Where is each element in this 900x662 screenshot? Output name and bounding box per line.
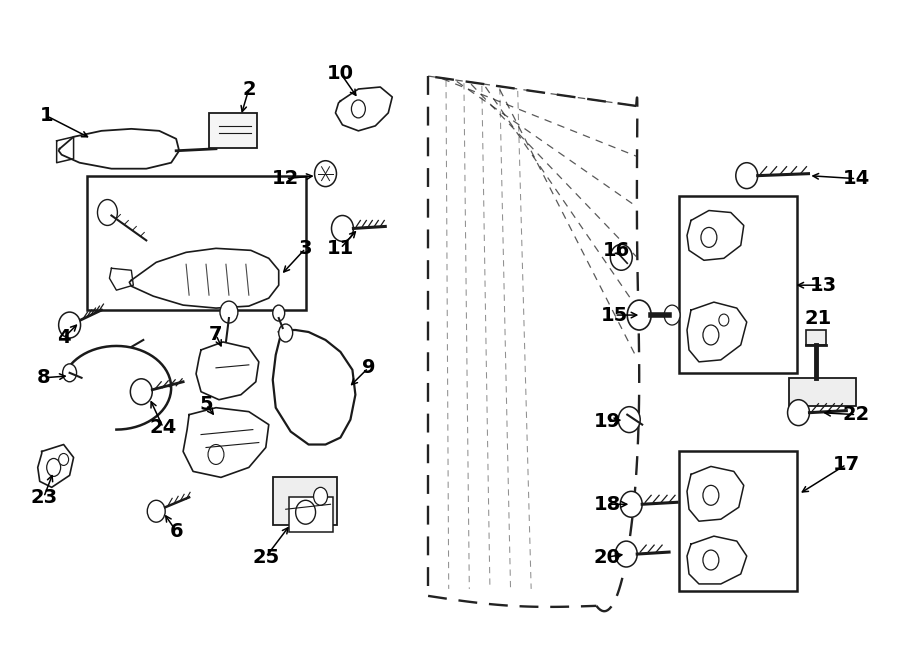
Bar xyxy=(679,195,796,373)
Ellipse shape xyxy=(97,199,117,226)
Polygon shape xyxy=(183,408,269,477)
Text: 3: 3 xyxy=(299,239,312,258)
Ellipse shape xyxy=(208,444,224,465)
Text: 7: 7 xyxy=(209,326,222,344)
Text: 5: 5 xyxy=(199,395,212,414)
Ellipse shape xyxy=(315,161,337,187)
Text: 2: 2 xyxy=(242,79,256,99)
Ellipse shape xyxy=(788,400,809,426)
Ellipse shape xyxy=(58,312,81,338)
Ellipse shape xyxy=(703,485,719,505)
Text: 22: 22 xyxy=(842,405,870,424)
Bar xyxy=(209,113,256,148)
Text: 23: 23 xyxy=(30,488,58,507)
Text: 19: 19 xyxy=(594,412,621,431)
Text: 17: 17 xyxy=(832,455,859,474)
Bar xyxy=(788,378,856,406)
Text: 4: 4 xyxy=(57,328,70,348)
Ellipse shape xyxy=(47,459,60,477)
Text: 18: 18 xyxy=(594,495,621,514)
Bar xyxy=(289,497,334,532)
Polygon shape xyxy=(110,268,133,290)
Bar xyxy=(679,451,796,591)
Text: 1: 1 xyxy=(40,107,53,125)
Polygon shape xyxy=(273,330,356,444)
Text: 21: 21 xyxy=(805,308,832,328)
Bar xyxy=(273,477,338,525)
Ellipse shape xyxy=(273,305,284,321)
Polygon shape xyxy=(57,137,74,163)
Polygon shape xyxy=(130,248,279,308)
Ellipse shape xyxy=(627,300,652,330)
Text: 14: 14 xyxy=(842,169,870,188)
Text: 11: 11 xyxy=(327,239,354,258)
Ellipse shape xyxy=(703,550,719,570)
Bar xyxy=(86,175,306,310)
Ellipse shape xyxy=(701,228,717,248)
Text: 15: 15 xyxy=(600,306,628,324)
Text: 13: 13 xyxy=(810,275,837,295)
Polygon shape xyxy=(687,467,743,521)
Ellipse shape xyxy=(130,379,152,404)
Ellipse shape xyxy=(331,216,354,242)
Ellipse shape xyxy=(610,244,632,270)
Ellipse shape xyxy=(618,406,640,432)
Polygon shape xyxy=(687,211,743,260)
Ellipse shape xyxy=(58,453,68,465)
Ellipse shape xyxy=(296,500,316,524)
Text: 24: 24 xyxy=(149,418,176,437)
Polygon shape xyxy=(58,129,179,169)
Ellipse shape xyxy=(703,325,719,345)
Text: 16: 16 xyxy=(603,241,630,260)
Ellipse shape xyxy=(620,491,643,517)
Polygon shape xyxy=(336,87,392,131)
Polygon shape xyxy=(196,342,259,400)
Text: 12: 12 xyxy=(272,169,300,188)
Polygon shape xyxy=(687,302,747,362)
Text: 8: 8 xyxy=(37,368,50,387)
Ellipse shape xyxy=(719,314,729,326)
Polygon shape xyxy=(38,444,74,487)
Text: 20: 20 xyxy=(594,547,621,567)
Text: 9: 9 xyxy=(362,358,375,377)
Ellipse shape xyxy=(664,305,680,325)
Ellipse shape xyxy=(63,364,76,382)
Ellipse shape xyxy=(148,500,166,522)
Ellipse shape xyxy=(736,163,758,189)
Ellipse shape xyxy=(616,541,637,567)
Ellipse shape xyxy=(279,324,292,342)
Ellipse shape xyxy=(220,301,238,323)
Text: 6: 6 xyxy=(169,522,183,541)
Polygon shape xyxy=(687,536,747,584)
Text: 10: 10 xyxy=(327,64,354,83)
Ellipse shape xyxy=(313,487,328,505)
Ellipse shape xyxy=(351,100,365,118)
Text: 25: 25 xyxy=(252,547,279,567)
Bar xyxy=(806,330,826,345)
